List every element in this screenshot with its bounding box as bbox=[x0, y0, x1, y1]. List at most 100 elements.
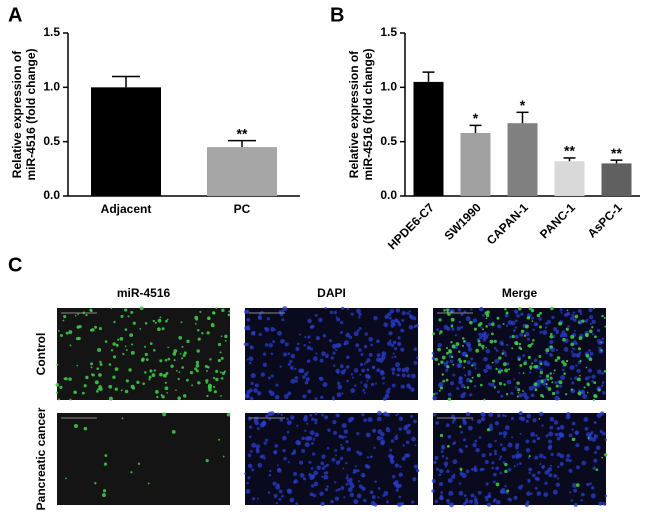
signal bbox=[194, 322, 197, 325]
signal bbox=[604, 453, 608, 457]
signal bbox=[539, 362, 543, 366]
signal bbox=[594, 335, 597, 339]
nucleus bbox=[469, 393, 473, 397]
y-tick-label: 1.0 bbox=[380, 80, 397, 94]
nucleus bbox=[368, 337, 373, 342]
signal bbox=[167, 346, 170, 349]
signal bbox=[224, 334, 228, 339]
signal bbox=[96, 367, 100, 370]
nucleus bbox=[504, 414, 507, 418]
nucleus bbox=[258, 332, 262, 337]
nucleus bbox=[586, 482, 590, 487]
signal bbox=[526, 316, 531, 320]
nucleus bbox=[564, 313, 567, 317]
nucleus bbox=[539, 368, 543, 372]
signal bbox=[482, 328, 485, 331]
signal bbox=[60, 334, 63, 337]
signal bbox=[207, 317, 210, 320]
nucleus bbox=[555, 482, 561, 487]
nucleus bbox=[604, 494, 608, 498]
nucleus bbox=[591, 374, 596, 379]
nucleus bbox=[365, 361, 368, 364]
nucleus bbox=[465, 316, 471, 322]
nucleus bbox=[284, 342, 289, 347]
nucleus bbox=[440, 494, 443, 497]
nucleus bbox=[413, 464, 418, 469]
nucleus bbox=[601, 431, 606, 436]
nucleus bbox=[468, 499, 473, 504]
signal bbox=[181, 345, 184, 348]
signal bbox=[538, 325, 542, 329]
signal bbox=[220, 394, 222, 397]
nucleus bbox=[601, 381, 605, 384]
nucleus bbox=[462, 391, 467, 396]
nucleus bbox=[398, 472, 403, 477]
nucleus bbox=[546, 469, 550, 473]
nucleus bbox=[330, 499, 334, 504]
nucleus bbox=[549, 339, 554, 345]
signal bbox=[563, 372, 566, 375]
signal bbox=[228, 310, 231, 313]
x-tick-label: Adjacent bbox=[101, 202, 152, 216]
signal bbox=[165, 319, 168, 323]
signal bbox=[471, 364, 474, 367]
nucleus bbox=[345, 476, 349, 480]
nucleus bbox=[526, 500, 530, 504]
nucleus bbox=[438, 381, 444, 387]
signal bbox=[504, 368, 509, 373]
signal bbox=[515, 341, 519, 346]
nucleus bbox=[451, 420, 455, 424]
nucleus bbox=[525, 439, 530, 444]
signal bbox=[445, 378, 449, 382]
nucleus bbox=[334, 454, 337, 457]
signal bbox=[178, 336, 183, 340]
signal bbox=[566, 309, 569, 312]
nucleus bbox=[338, 434, 343, 439]
signal bbox=[529, 343, 532, 346]
nucleus bbox=[519, 332, 524, 337]
signal bbox=[69, 344, 72, 347]
nucleus bbox=[492, 480, 496, 484]
nucleus bbox=[538, 317, 542, 321]
nucleus bbox=[335, 343, 341, 348]
nucleus bbox=[329, 310, 334, 315]
nucleus bbox=[274, 444, 279, 448]
signal bbox=[197, 381, 201, 385]
nucleus bbox=[573, 502, 578, 507]
nucleus bbox=[355, 343, 360, 348]
nucleus bbox=[575, 342, 578, 345]
signal bbox=[485, 325, 488, 328]
nucleus bbox=[566, 453, 571, 458]
nucleus bbox=[545, 434, 549, 438]
nucleus bbox=[571, 347, 574, 350]
nucleus bbox=[599, 429, 603, 433]
nucleus bbox=[470, 467, 474, 471]
nucleus bbox=[265, 414, 269, 418]
nucleus bbox=[466, 377, 471, 383]
signal bbox=[445, 347, 448, 350]
nucleus bbox=[289, 359, 293, 364]
signal bbox=[104, 454, 108, 457]
nucleus bbox=[584, 445, 590, 451]
nucleus bbox=[346, 365, 349, 368]
nucleus bbox=[380, 441, 385, 446]
nucleus bbox=[572, 311, 576, 314]
nucleus bbox=[335, 460, 340, 465]
signal bbox=[73, 390, 77, 394]
nucleus bbox=[398, 416, 404, 421]
nucleus bbox=[506, 362, 510, 365]
nucleus bbox=[359, 373, 362, 376]
nucleus bbox=[445, 368, 449, 373]
nucleus bbox=[400, 347, 405, 352]
y-tick-label: 1.5 bbox=[380, 25, 397, 39]
nucleus bbox=[389, 448, 393, 452]
signal bbox=[503, 383, 506, 386]
nucleus bbox=[592, 466, 596, 470]
nucleus bbox=[437, 342, 442, 348]
nucleus bbox=[380, 436, 384, 440]
nucleus bbox=[341, 435, 345, 439]
nucleus bbox=[493, 472, 497, 477]
nucleus bbox=[366, 368, 370, 372]
nucleus bbox=[389, 309, 395, 314]
nucleus bbox=[282, 448, 286, 453]
